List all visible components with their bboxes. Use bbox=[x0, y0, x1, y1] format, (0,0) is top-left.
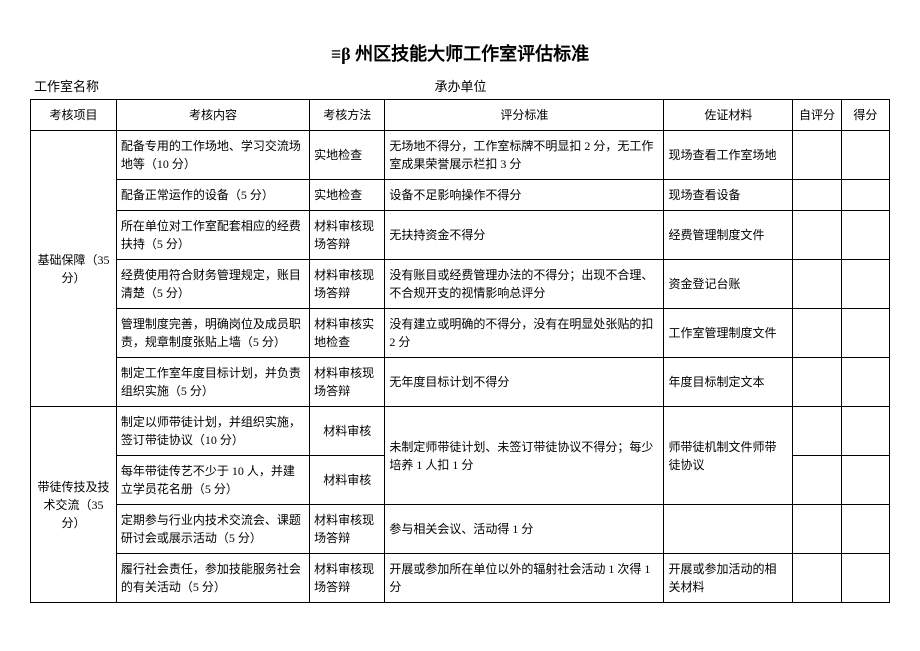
method-cell: 材料审核 bbox=[310, 407, 385, 456]
score-cell bbox=[841, 180, 889, 211]
material-cell: 现场查看工作室场地 bbox=[664, 131, 793, 180]
score-cell bbox=[841, 358, 889, 407]
standard-cell: 无年度目标计划不得分 bbox=[385, 358, 664, 407]
workspace-name-label: 工作室名称 bbox=[34, 76, 434, 95]
material-cell bbox=[664, 505, 793, 554]
score-cell bbox=[841, 456, 889, 505]
method-cell: 实地检查 bbox=[310, 180, 385, 211]
score-cell bbox=[841, 407, 889, 456]
score-cell bbox=[841, 309, 889, 358]
page-title: ≡β 州区技能大师工作室评估标准 bbox=[30, 40, 890, 66]
table-row: 履行社会责任，参加技能服务社会的有关活动（5 分） 材料审核现场答辩 开展或参加… bbox=[31, 554, 890, 603]
header-method: 考核方法 bbox=[310, 100, 385, 131]
self-score-cell bbox=[793, 211, 841, 260]
standard-cell: 无扶持资金不得分 bbox=[385, 211, 664, 260]
self-score-cell bbox=[793, 180, 841, 211]
method-cell: 材料审核现场答辩 bbox=[310, 505, 385, 554]
content-cell: 配备专用的工作场地、学习交流场地等（10 分） bbox=[116, 131, 309, 180]
header-self-score: 自评分 bbox=[793, 100, 841, 131]
self-score-cell bbox=[793, 554, 841, 603]
material-cell: 经费管理制度文件 bbox=[664, 211, 793, 260]
table-row: 经费使用符合财务管理规定，账目清楚（5 分） 材料审核现场答辩 没有账目或经费管… bbox=[31, 260, 890, 309]
header-row: 考核项目 考核内容 考核方法 评分标准 佐证材料 自评分 得分 bbox=[31, 100, 890, 131]
content-cell: 制定以师带徒计划，并组织实施，签订带徒协议（10 分） bbox=[116, 407, 309, 456]
project-cell: 带徒传技及技术交流（35 分） bbox=[31, 407, 117, 603]
self-score-cell bbox=[793, 358, 841, 407]
score-cell bbox=[841, 554, 889, 603]
content-cell: 定期参与行业内技术交流会、课题研讨会或展示活动（5 分） bbox=[116, 505, 309, 554]
content-cell: 每年带徒传艺不少于 10 人，并建立学员花名册（5 分） bbox=[116, 456, 309, 505]
method-cell: 材料审核实地检查 bbox=[310, 309, 385, 358]
material-cell: 工作室管理制度文件 bbox=[664, 309, 793, 358]
score-cell bbox=[841, 260, 889, 309]
score-cell bbox=[841, 131, 889, 180]
table-row: 所在单位对工作室配套相应的经费扶持（5 分） 材料审核现场答辩 无扶持资金不得分… bbox=[31, 211, 890, 260]
table-row: 制定工作室年度目标计划，并负责组织实施（5 分） 材料审核现场答辩 无年度目标计… bbox=[31, 358, 890, 407]
self-score-cell bbox=[793, 407, 841, 456]
self-score-cell bbox=[793, 260, 841, 309]
subtitle-row: 工作室名称 承办单位 bbox=[30, 76, 890, 95]
header-material: 佐证材料 bbox=[664, 100, 793, 131]
method-cell: 实地检查 bbox=[310, 131, 385, 180]
self-score-cell bbox=[793, 131, 841, 180]
method-cell: 材料审核现场答辩 bbox=[310, 554, 385, 603]
material-cell: 年度目标制定文本 bbox=[664, 358, 793, 407]
content-cell: 制定工作室年度目标计划，并负责组织实施（5 分） bbox=[116, 358, 309, 407]
standard-cell: 开展或参加所在单位以外的辐射社会活动 1 次得 1 分 bbox=[385, 554, 664, 603]
score-cell bbox=[841, 211, 889, 260]
material-cell: 师带徒机制文件师带徒协议 bbox=[664, 407, 793, 505]
material-cell: 资金登记台账 bbox=[664, 260, 793, 309]
evaluation-table: 考核项目 考核内容 考核方法 评分标准 佐证材料 自评分 得分 基础保障（35 … bbox=[30, 99, 890, 603]
self-score-cell bbox=[793, 505, 841, 554]
method-cell: 材料审核现场答辩 bbox=[310, 260, 385, 309]
standard-cell: 未制定师带徒计划、未签订带徒协议不得分；每少培养 1 人扣 1 分 bbox=[385, 407, 664, 505]
content-cell: 管理制度完善，明确岗位及成员职责，规章制度张贴上墙（5 分） bbox=[116, 309, 309, 358]
method-cell: 材料审核 bbox=[310, 456, 385, 505]
content-cell: 经费使用符合财务管理规定，账目清楚（5 分） bbox=[116, 260, 309, 309]
table-row: 管理制度完善，明确岗位及成员职责，规章制度张贴上墙（5 分） 材料审核实地检查 … bbox=[31, 309, 890, 358]
organizer-label: 承办单位 bbox=[434, 76, 886, 95]
score-cell bbox=[841, 505, 889, 554]
self-score-cell bbox=[793, 456, 841, 505]
method-cell: 材料审核现场答辩 bbox=[310, 358, 385, 407]
standard-cell: 没有建立或明确的不得分，没有在明显处张贴的扣 2 分 bbox=[385, 309, 664, 358]
table-row: 配备正常运作的设备（5 分） 实地检查 设备不足影响操作不得分 现场查看设备 bbox=[31, 180, 890, 211]
material-cell: 现场查看设备 bbox=[664, 180, 793, 211]
table-row: 带徒传技及技术交流（35 分） 制定以师带徒计划，并组织实施，签订带徒协议（10… bbox=[31, 407, 890, 456]
table-row: 定期参与行业内技术交流会、课题研讨会或展示活动（5 分） 材料审核现场答辩 参与… bbox=[31, 505, 890, 554]
standard-cell: 设备不足影响操作不得分 bbox=[385, 180, 664, 211]
material-cell: 开展或参加活动的相关材料 bbox=[664, 554, 793, 603]
header-content: 考核内容 bbox=[116, 100, 309, 131]
header-project: 考核项目 bbox=[31, 100, 117, 131]
standard-cell: 没有账目或经费管理办法的不得分；出现不合理、不合规开支的视情影响总评分 bbox=[385, 260, 664, 309]
table-row: 基础保障（35 分） 配备专用的工作场地、学习交流场地等（10 分） 实地检查 … bbox=[31, 131, 890, 180]
content-cell: 配备正常运作的设备（5 分） bbox=[116, 180, 309, 211]
header-standard: 评分标准 bbox=[385, 100, 664, 131]
self-score-cell bbox=[793, 309, 841, 358]
content-cell: 履行社会责任，参加技能服务社会的有关活动（5 分） bbox=[116, 554, 309, 603]
method-cell: 材料审核现场答辩 bbox=[310, 211, 385, 260]
standard-cell: 无场地不得分，工作室标牌不明显扣 2 分，无工作室成果荣誉展示栏扣 3 分 bbox=[385, 131, 664, 180]
project-cell: 基础保障（35 分） bbox=[31, 131, 117, 407]
content-cell: 所在单位对工作室配套相应的经费扶持（5 分） bbox=[116, 211, 309, 260]
header-score: 得分 bbox=[841, 100, 889, 131]
standard-cell: 参与相关会议、活动得 1 分 bbox=[385, 505, 664, 554]
